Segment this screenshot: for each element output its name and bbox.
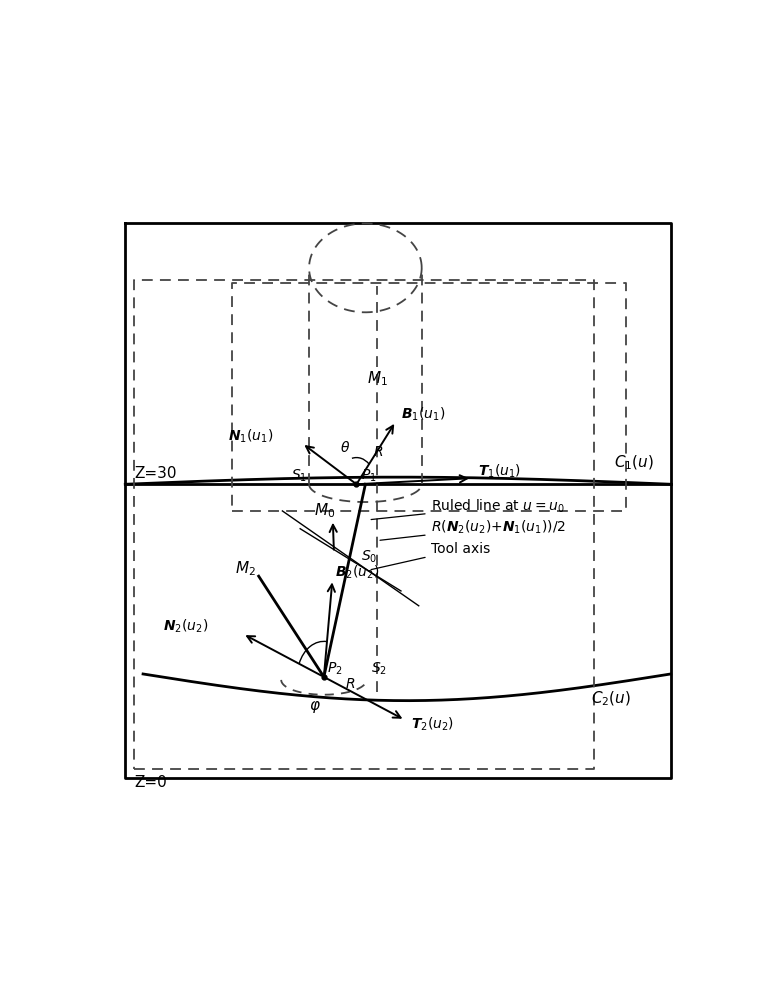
Text: $C_1(u)$: $C_1(u)$ [614,454,655,472]
Text: $M_2$: $M_2$ [235,559,256,578]
Text: $\boldsymbol{T}_2(u_2)$: $\boldsymbol{T}_2(u_2)$ [411,716,454,733]
Text: $\boldsymbol{B}_1(u_1)$: $\boldsymbol{B}_1(u_1)$ [401,405,444,423]
Text: $M_0$: $M_0$ [314,502,335,520]
Text: $P_2$: $P_2$ [327,660,343,677]
Text: $R(\boldsymbol{N}_2(u_2){+}\boldsymbol{N}_1(u_1))/2$: $R(\boldsymbol{N}_2(u_2){+}\boldsymbol{N… [380,518,565,540]
Text: $\boldsymbol{N}_1(u_1)$: $\boldsymbol{N}_1(u_1)$ [228,427,273,445]
Text: $\varphi$: $\varphi$ [309,699,321,715]
Text: $P_1$: $P_1$ [361,468,377,484]
Text: $S_2$: $S_2$ [371,660,387,677]
Text: $C_2(u)$: $C_2(u)$ [591,690,631,708]
Text: $\boldsymbol{B}_2(u_2)$: $\boldsymbol{B}_2(u_2)$ [335,564,379,581]
Text: Z=30: Z=30 [134,466,177,481]
Text: $R$: $R$ [373,445,383,459]
Text: Tool axis: Tool axis [371,542,490,570]
Text: $\boldsymbol{N}_2(u_2)$: $\boldsymbol{N}_2(u_2)$ [163,618,208,635]
Text: Z=0: Z=0 [134,775,167,790]
Text: Ruled line at $u=u_0$: Ruled line at $u=u_0$ [371,497,565,520]
Text: $\boldsymbol{T}_1(u_1)$: $\boldsymbol{T}_1(u_1)$ [478,462,521,480]
Text: $\theta$: $\theta$ [340,440,350,455]
Text: $R$: $R$ [344,677,355,691]
Text: $S_0$: $S_0$ [361,549,378,565]
Text: $M_1$: $M_1$ [366,369,387,388]
Text: $S_1$: $S_1$ [291,468,308,484]
